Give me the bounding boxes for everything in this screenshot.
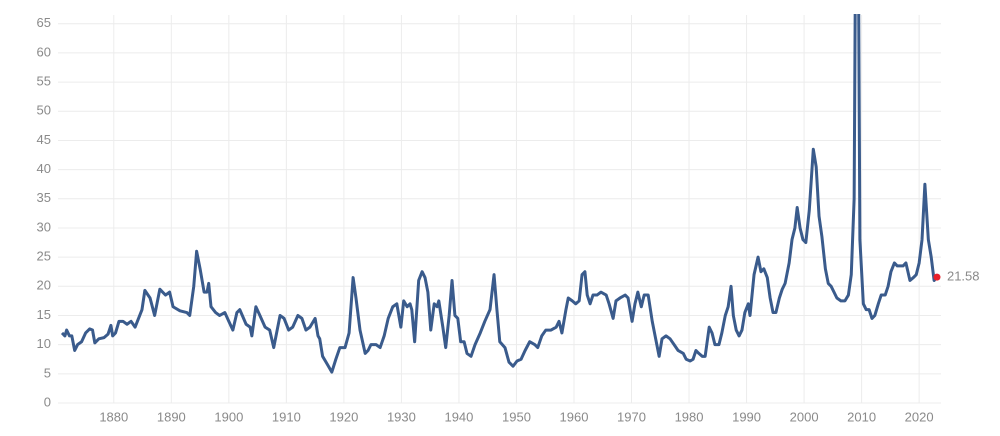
y-tick-label: 65 — [37, 15, 51, 30]
x-tick-label: 1970 — [617, 409, 646, 424]
y-tick-label: 10 — [37, 336, 51, 351]
y-tick-label: 35 — [37, 190, 51, 205]
x-tick-label: 2000 — [790, 409, 819, 424]
y-tick-label: 55 — [37, 74, 51, 89]
x-tick-label: 1910 — [272, 409, 301, 424]
last-point — [933, 273, 941, 281]
y-tick-label: 5 — [44, 365, 51, 380]
x-tick-label: 1930 — [387, 409, 416, 424]
x-tick-label: 1990 — [732, 409, 761, 424]
x-tick-label: 1980 — [675, 409, 704, 424]
x-tick-label: 1920 — [329, 409, 358, 424]
y-tick-label: 45 — [37, 132, 51, 147]
pe-line — [60, 14, 939, 374]
y-tick-label: 30 — [37, 219, 51, 234]
y-tick-label: 50 — [37, 103, 51, 118]
x-tick-label: 1890 — [157, 409, 186, 424]
x-tick-label: 1960 — [560, 409, 589, 424]
y-tick-label: 40 — [37, 161, 51, 176]
x-tick-label: 1940 — [444, 409, 473, 424]
y-tick-label: 15 — [37, 307, 51, 322]
x-tick-label: 1950 — [502, 409, 531, 424]
x-tick-label: 1880 — [99, 409, 128, 424]
x-tick-label: 2020 — [905, 409, 934, 424]
y-tick-label: 0 — [44, 394, 51, 409]
y-tick-label: 20 — [37, 278, 51, 293]
last-value-label: 21.58 — [947, 269, 980, 284]
y-tick-label: 60 — [37, 44, 51, 59]
plot-area — [60, 14, 939, 374]
x-tick-label: 2010 — [847, 409, 876, 424]
y-tick-label: 25 — [37, 249, 51, 264]
x-tick-label: 1900 — [214, 409, 243, 424]
